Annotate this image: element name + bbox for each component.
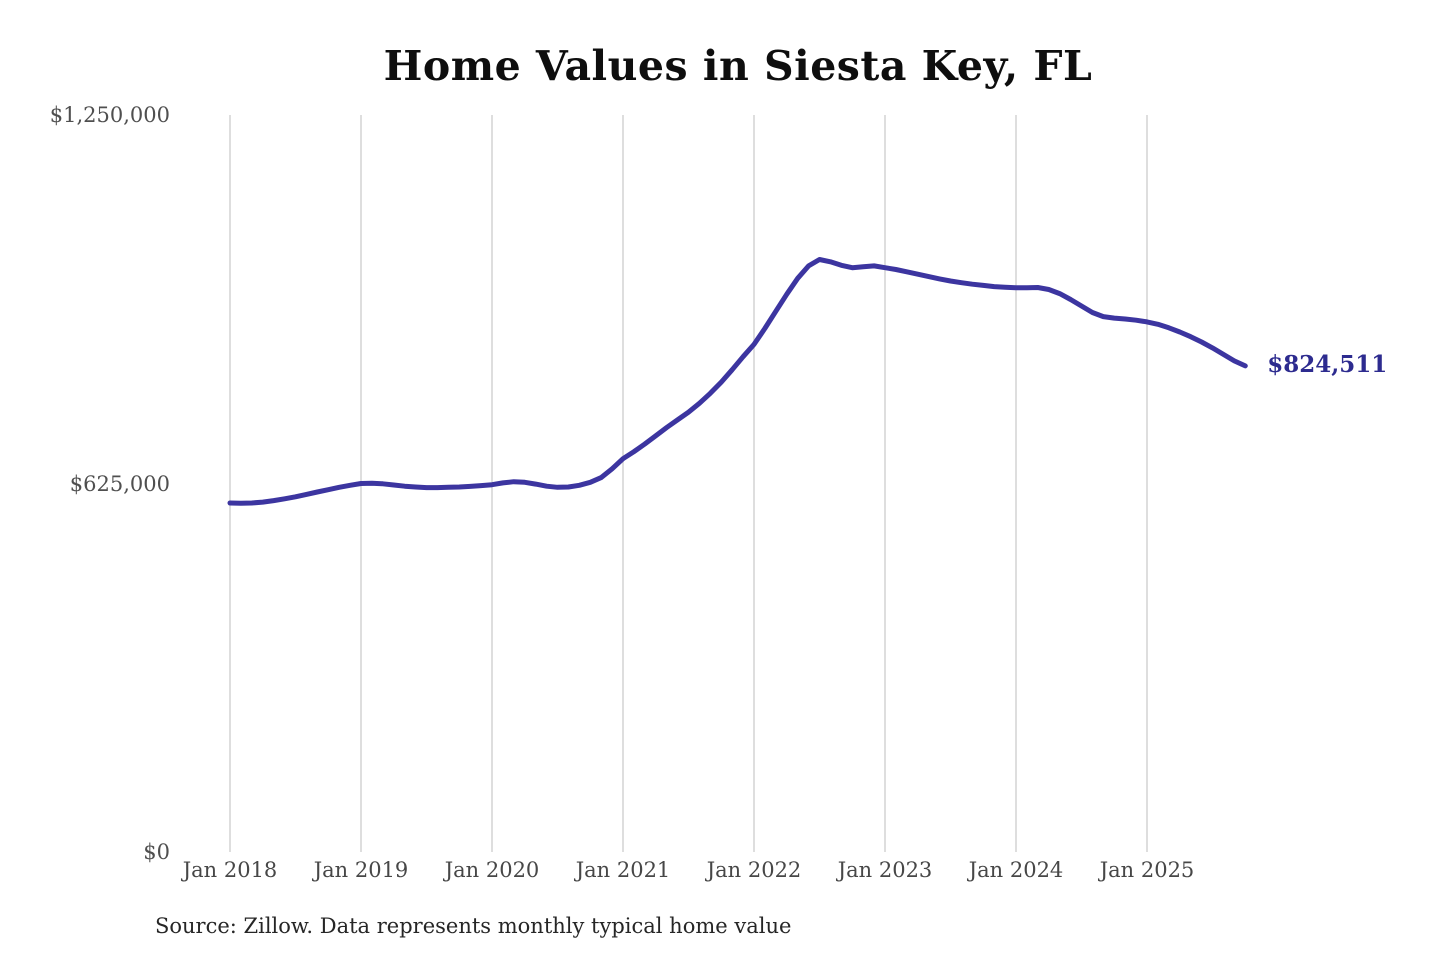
- end-value-label: $824,511: [1267, 350, 1388, 378]
- x-axis-label: Jan 2019: [313, 858, 409, 882]
- home-value-series-line: [227, 257, 1248, 506]
- x-axis-label: Jan 2024: [968, 858, 1064, 882]
- x-axis-label: Jan 2018: [182, 858, 278, 882]
- chart-title: Home Values in Siesta Key, FL: [383, 42, 1093, 90]
- y-axis-label: $0: [143, 840, 170, 864]
- y-axis-label: $625,000: [69, 471, 170, 496]
- x-axis-label: Jan 2021: [575, 858, 671, 882]
- x-axis-label: Jan 2022: [706, 858, 802, 882]
- source-note: Source: Zillow. Data represents monthly …: [155, 914, 792, 938]
- x-axis-label: Jan 2023: [837, 858, 933, 882]
- x-axis-label: Jan 2020: [444, 858, 540, 882]
- y-axis-label: $1,250,000: [49, 103, 170, 127]
- x-axis-label: Jan 2025: [1099, 858, 1195, 882]
